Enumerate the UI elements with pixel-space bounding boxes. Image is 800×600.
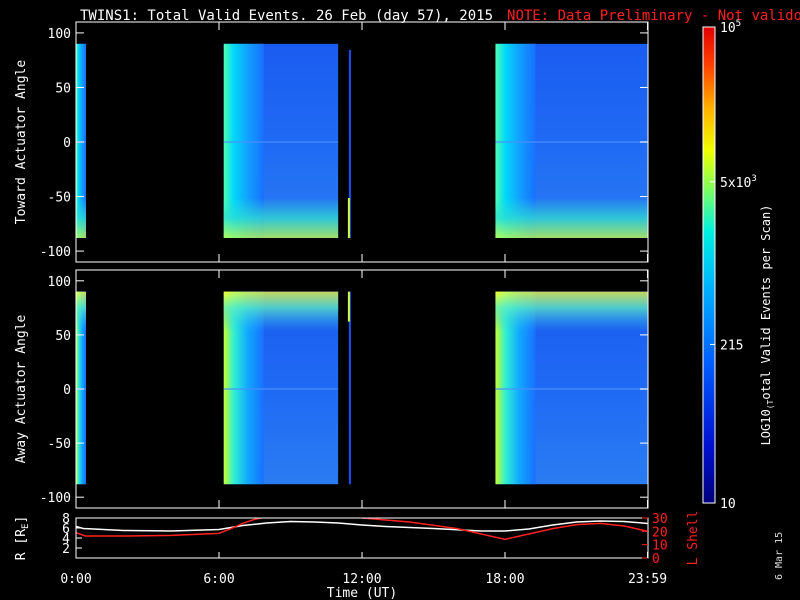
data-block-edge xyxy=(76,291,87,485)
x-tick-label: 6:00 xyxy=(203,572,234,587)
x-tick-label: 18:00 xyxy=(485,572,524,587)
data-block-glow xyxy=(76,198,87,238)
data-sliver-edge xyxy=(347,198,350,238)
colorbar-tick-label: 215 xyxy=(720,338,743,353)
right-tick-label: 30 xyxy=(652,512,668,527)
right-tick-label: 10 xyxy=(652,539,668,554)
data-sliver-edge xyxy=(347,291,350,322)
y-tick-label: 0 xyxy=(63,383,71,398)
colorbar-gradient xyxy=(702,26,716,504)
y-axis-label: Away Actuator Angle xyxy=(14,314,29,463)
orbit-panel xyxy=(75,517,649,559)
data-block-glow xyxy=(495,291,648,332)
right-tick-label: 20 xyxy=(652,525,668,540)
lshell-axis-label: L Shell xyxy=(686,511,701,566)
x-axis-label: Time (UT) xyxy=(327,586,397,600)
left-tick-label: 6 xyxy=(62,522,70,537)
colorbar-tick-label: 5x103 xyxy=(720,174,757,191)
date-stamp: 6 Mar 15 xyxy=(774,531,785,580)
left-tick-label: 8 xyxy=(62,512,70,527)
colorbar xyxy=(702,26,716,504)
colorbar-tick-label: 105 xyxy=(720,19,741,36)
data-sliver xyxy=(348,291,351,485)
colorbar-label: LOG10(Total Valid Events per Scan) xyxy=(759,205,775,446)
data-block-glow xyxy=(223,291,339,332)
right-tick-label: 0 xyxy=(652,552,660,567)
r-series-line xyxy=(76,520,648,532)
r-axis-label: R [RE] xyxy=(14,516,31,561)
preliminary-note: NOTE: Data Preliminary - Not validoted xyxy=(507,8,800,24)
data-block-glow xyxy=(495,198,648,238)
left-tick-label: 4 xyxy=(62,532,70,547)
y-tick-label: 50 xyxy=(55,81,71,96)
y-tick-label: -50 xyxy=(48,191,71,206)
x-tick-label: 0:00 xyxy=(60,572,91,587)
left-tick-label: 2 xyxy=(62,542,70,557)
data-sliver xyxy=(348,49,351,239)
y-tick-label: 100 xyxy=(48,27,71,42)
away-panel xyxy=(75,269,649,509)
x-tick-label: 12:00 xyxy=(342,572,381,587)
y-tick-label: -50 xyxy=(48,437,71,452)
colorbar-tick-label: 10 xyxy=(720,497,736,512)
y-axis-label: Toward Actuator Angle xyxy=(14,60,29,225)
y-tick-label: -100 xyxy=(40,491,71,506)
y-tick-label: 100 xyxy=(48,275,71,290)
x-tick-label: 23:59 xyxy=(628,572,667,587)
plot-title: TWINS1: Total Valid Events. 26 Feb (day … xyxy=(80,8,800,24)
y-tick-label: 50 xyxy=(55,329,71,344)
y-tick-label: -100 xyxy=(40,245,71,260)
y-tick-label: 0 xyxy=(63,136,71,151)
data-block-edge xyxy=(76,43,87,239)
title-text: TWINS1: Total Valid Events. 26 Feb (day … xyxy=(80,8,494,24)
data-block-glow xyxy=(76,291,87,332)
toward-panel xyxy=(75,21,649,263)
lshell-series-line xyxy=(76,518,648,541)
data-block-glow xyxy=(223,198,339,238)
